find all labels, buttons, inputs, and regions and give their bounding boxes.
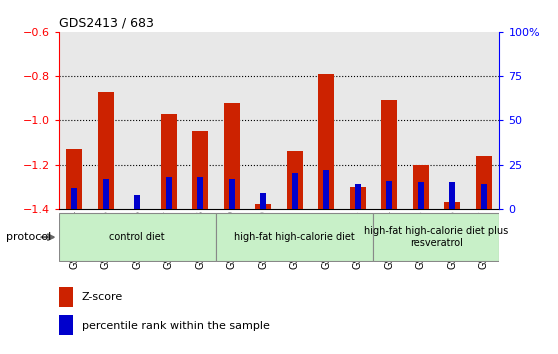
Bar	[319, 74, 334, 209]
Text: high-fat high-calorie diet: high-fat high-calorie diet	[234, 232, 355, 242]
Bar	[386, 181, 392, 209]
Bar	[134, 195, 140, 209]
Bar	[224, 103, 239, 209]
Bar	[279, 32, 310, 209]
Bar	[436, 32, 468, 209]
Bar	[444, 202, 460, 209]
Bar	[248, 32, 279, 209]
Bar	[405, 32, 436, 209]
Bar	[373, 32, 405, 209]
Bar	[216, 213, 373, 261]
Bar	[103, 179, 109, 209]
Text: GDS2413 / 683: GDS2413 / 683	[59, 16, 153, 29]
Bar	[476, 156, 492, 209]
Bar	[310, 32, 342, 209]
Bar	[90, 32, 122, 209]
Bar	[66, 149, 82, 209]
Bar	[59, 32, 90, 209]
Bar	[71, 188, 77, 209]
Bar	[166, 177, 172, 209]
Bar	[324, 170, 329, 209]
Bar	[161, 114, 177, 209]
Bar	[261, 193, 266, 209]
Bar	[98, 92, 114, 209]
Bar	[59, 213, 216, 261]
Bar	[216, 32, 248, 209]
Bar	[198, 177, 203, 209]
Bar	[153, 32, 185, 209]
Text: protocol: protocol	[6, 232, 51, 242]
Bar	[292, 173, 297, 209]
Text: percentile rank within the sample: percentile rank within the sample	[81, 321, 270, 331]
Text: high-fat high-calorie diet plus
resveratrol: high-fat high-calorie diet plus resverat…	[364, 226, 508, 248]
Bar	[185, 32, 216, 209]
Bar	[342, 32, 373, 209]
Bar	[449, 182, 455, 209]
Bar	[413, 165, 429, 209]
Text: Z-score: Z-score	[81, 292, 123, 302]
Bar	[468, 32, 499, 209]
Bar	[481, 184, 487, 209]
Bar	[373, 213, 499, 261]
Bar	[350, 187, 365, 209]
Bar	[381, 101, 397, 209]
Text: control diet: control diet	[109, 232, 165, 242]
Bar	[59, 287, 73, 307]
Bar	[256, 205, 271, 209]
Bar	[122, 32, 153, 209]
Bar	[287, 152, 302, 209]
Bar	[229, 179, 234, 209]
Bar	[355, 184, 360, 209]
Bar	[418, 182, 424, 209]
Bar	[59, 315, 73, 335]
Bar	[193, 131, 208, 209]
